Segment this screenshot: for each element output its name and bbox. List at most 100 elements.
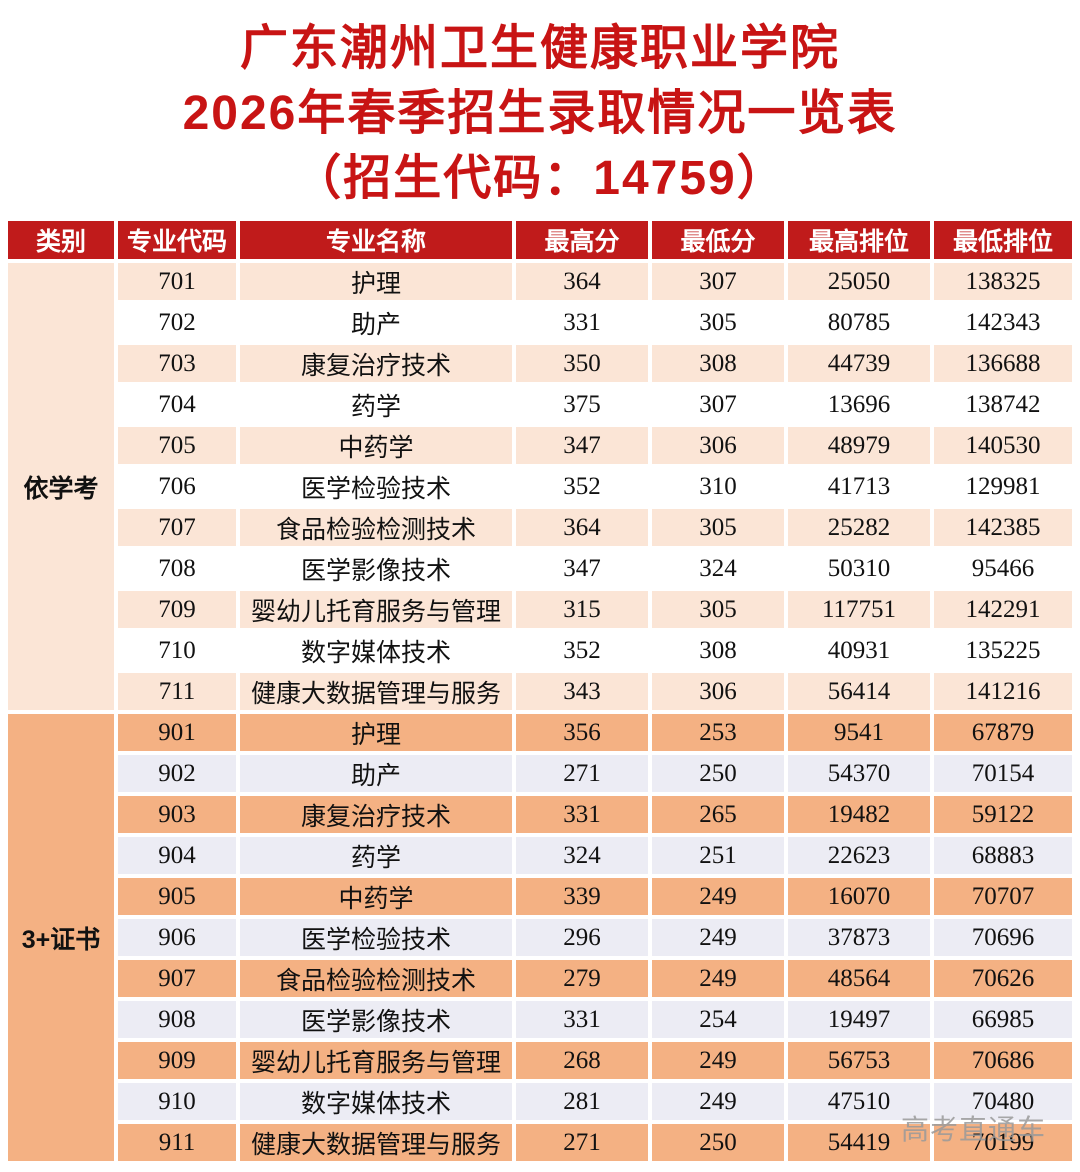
max-rank-cell: 25050 bbox=[788, 263, 930, 300]
min-score-cell: 265 bbox=[652, 796, 784, 833]
major-name-cell: 助产 bbox=[240, 755, 512, 792]
major-name-cell: 助产 bbox=[240, 304, 512, 341]
table-row: 904 药学 324 251 22623 68883 bbox=[8, 837, 1072, 874]
max-rank-cell: 19497 bbox=[788, 1001, 930, 1038]
header-max-rank: 最高排位 bbox=[788, 221, 930, 259]
max-score-cell: 347 bbox=[516, 550, 648, 587]
table-row: 711 健康大数据管理与服务 343 306 56414 141216 bbox=[8, 673, 1072, 710]
header-max-score: 最高分 bbox=[516, 221, 648, 259]
table-row: 907 食品检验检测技术 279 249 48564 70626 bbox=[8, 960, 1072, 997]
major-name-cell: 健康大数据管理与服务 bbox=[240, 1124, 512, 1161]
major-code-cell: 904 bbox=[118, 837, 236, 874]
major-name-cell: 健康大数据管理与服务 bbox=[240, 673, 512, 710]
major-code-cell: 704 bbox=[118, 386, 236, 423]
category-cell: 3+证书 bbox=[8, 714, 114, 1161]
major-code-cell: 907 bbox=[118, 960, 236, 997]
header-major-name: 专业名称 bbox=[240, 221, 512, 259]
max-score-cell: 339 bbox=[516, 878, 648, 915]
table-row: 702 助产 331 305 80785 142343 bbox=[8, 304, 1072, 341]
min-rank-cell: 138325 bbox=[934, 263, 1072, 300]
major-code-cell: 710 bbox=[118, 632, 236, 669]
page-title-admission-code: （招生代码：14759） bbox=[293, 152, 787, 205]
max-score-cell: 271 bbox=[516, 755, 648, 792]
min-score-cell: 307 bbox=[652, 386, 784, 423]
major-code-cell: 701 bbox=[118, 263, 236, 300]
table-row: 710 数字媒体技术 352 308 40931 135225 bbox=[8, 632, 1072, 669]
max-rank-cell: 50310 bbox=[788, 550, 930, 587]
max-score-cell: 352 bbox=[516, 468, 648, 505]
max-rank-cell: 19482 bbox=[788, 796, 930, 833]
min-score-cell: 310 bbox=[652, 468, 784, 505]
min-rank-cell: 67879 bbox=[934, 714, 1072, 751]
major-code-cell: 702 bbox=[118, 304, 236, 341]
min-score-cell: 249 bbox=[652, 960, 784, 997]
major-name-cell: 医学影像技术 bbox=[240, 1001, 512, 1038]
max-rank-cell: 13696 bbox=[788, 386, 930, 423]
max-rank-cell: 54419 bbox=[788, 1124, 930, 1161]
major-name-cell: 中药学 bbox=[240, 427, 512, 464]
table-row: 911 健康大数据管理与服务 271 250 54419 70199 bbox=[8, 1124, 1072, 1161]
max-rank-cell: 48564 bbox=[788, 960, 930, 997]
max-score-cell: 296 bbox=[516, 919, 648, 956]
major-code-cell: 707 bbox=[118, 509, 236, 546]
min-rank-cell: 70154 bbox=[934, 755, 1072, 792]
table-row: 906 医学检验技术 296 249 37873 70696 bbox=[8, 919, 1072, 956]
major-name-cell: 康复治疗技术 bbox=[240, 345, 512, 382]
max-score-cell: 347 bbox=[516, 427, 648, 464]
max-score-cell: 281 bbox=[516, 1083, 648, 1120]
min-score-cell: 249 bbox=[652, 878, 784, 915]
max-rank-cell: 80785 bbox=[788, 304, 930, 341]
max-rank-cell: 47510 bbox=[788, 1083, 930, 1120]
major-name-cell: 食品检验检测技术 bbox=[240, 509, 512, 546]
table-row: 909 婴幼儿托育服务与管理 268 249 56753 70686 bbox=[8, 1042, 1072, 1079]
min-rank-cell: 66985 bbox=[934, 1001, 1072, 1038]
table-row: 903 康复治疗技术 331 265 19482 59122 bbox=[8, 796, 1072, 833]
major-name-cell: 医学影像技术 bbox=[240, 550, 512, 587]
table-row: 905 中药学 339 249 16070 70707 bbox=[8, 878, 1072, 915]
major-code-cell: 908 bbox=[118, 1001, 236, 1038]
max-rank-cell: 117751 bbox=[788, 591, 930, 628]
max-rank-cell: 41713 bbox=[788, 468, 930, 505]
max-rank-cell: 37873 bbox=[788, 919, 930, 956]
major-name-cell: 药学 bbox=[240, 386, 512, 423]
major-code-cell: 901 bbox=[118, 714, 236, 751]
min-score-cell: 308 bbox=[652, 345, 784, 382]
min-score-cell: 324 bbox=[652, 550, 784, 587]
max-rank-cell: 40931 bbox=[788, 632, 930, 669]
major-name-cell: 医学检验技术 bbox=[240, 919, 512, 956]
min-rank-cell: 135225 bbox=[934, 632, 1072, 669]
min-rank-cell: 95466 bbox=[934, 550, 1072, 587]
min-rank-cell: 141216 bbox=[934, 673, 1072, 710]
table-header-row: 类别 专业代码 专业名称 最高分 最低分 最高排位 最低排位 bbox=[8, 221, 1072, 259]
major-code-cell: 711 bbox=[118, 673, 236, 710]
min-score-cell: 254 bbox=[652, 1001, 784, 1038]
max-rank-cell: 54370 bbox=[788, 755, 930, 792]
max-score-cell: 271 bbox=[516, 1124, 648, 1161]
major-code-cell: 902 bbox=[118, 755, 236, 792]
table-row: 708 医学影像技术 347 324 50310 95466 bbox=[8, 550, 1072, 587]
title-block: 广东潮州卫生健康职业学院 2026年春季招生录取情况一览表 （招生代码：1475… bbox=[0, 0, 1080, 211]
max-rank-cell: 25282 bbox=[788, 509, 930, 546]
table-row: 706 医学检验技术 352 310 41713 129981 bbox=[8, 468, 1072, 505]
table-row: 709 婴幼儿托育服务与管理 315 305 117751 142291 bbox=[8, 591, 1072, 628]
min-rank-cell: 70480 bbox=[934, 1083, 1072, 1120]
min-score-cell: 306 bbox=[652, 673, 784, 710]
max-rank-cell: 16070 bbox=[788, 878, 930, 915]
min-score-cell: 251 bbox=[652, 837, 784, 874]
major-code-cell: 903 bbox=[118, 796, 236, 833]
table-row: 705 中药学 347 306 48979 140530 bbox=[8, 427, 1072, 464]
max-rank-cell: 48979 bbox=[788, 427, 930, 464]
min-score-cell: 249 bbox=[652, 1083, 784, 1120]
major-name-cell: 婴幼儿托育服务与管理 bbox=[240, 591, 512, 628]
min-rank-cell: 138742 bbox=[934, 386, 1072, 423]
max-score-cell: 375 bbox=[516, 386, 648, 423]
table-row: 依学考 701 护理 364 307 25050 138325 bbox=[8, 263, 1072, 710]
header-min-rank: 最低排位 bbox=[934, 221, 1072, 259]
min-score-cell: 307 bbox=[652, 263, 784, 300]
min-rank-cell: 59122 bbox=[934, 796, 1072, 833]
max-score-cell: 268 bbox=[516, 1042, 648, 1079]
min-rank-cell: 140530 bbox=[934, 427, 1072, 464]
max-rank-cell: 44739 bbox=[788, 345, 930, 382]
table-row: 703 康复治疗技术 350 308 44739 136688 bbox=[8, 345, 1072, 382]
min-rank-cell: 142385 bbox=[934, 509, 1072, 546]
